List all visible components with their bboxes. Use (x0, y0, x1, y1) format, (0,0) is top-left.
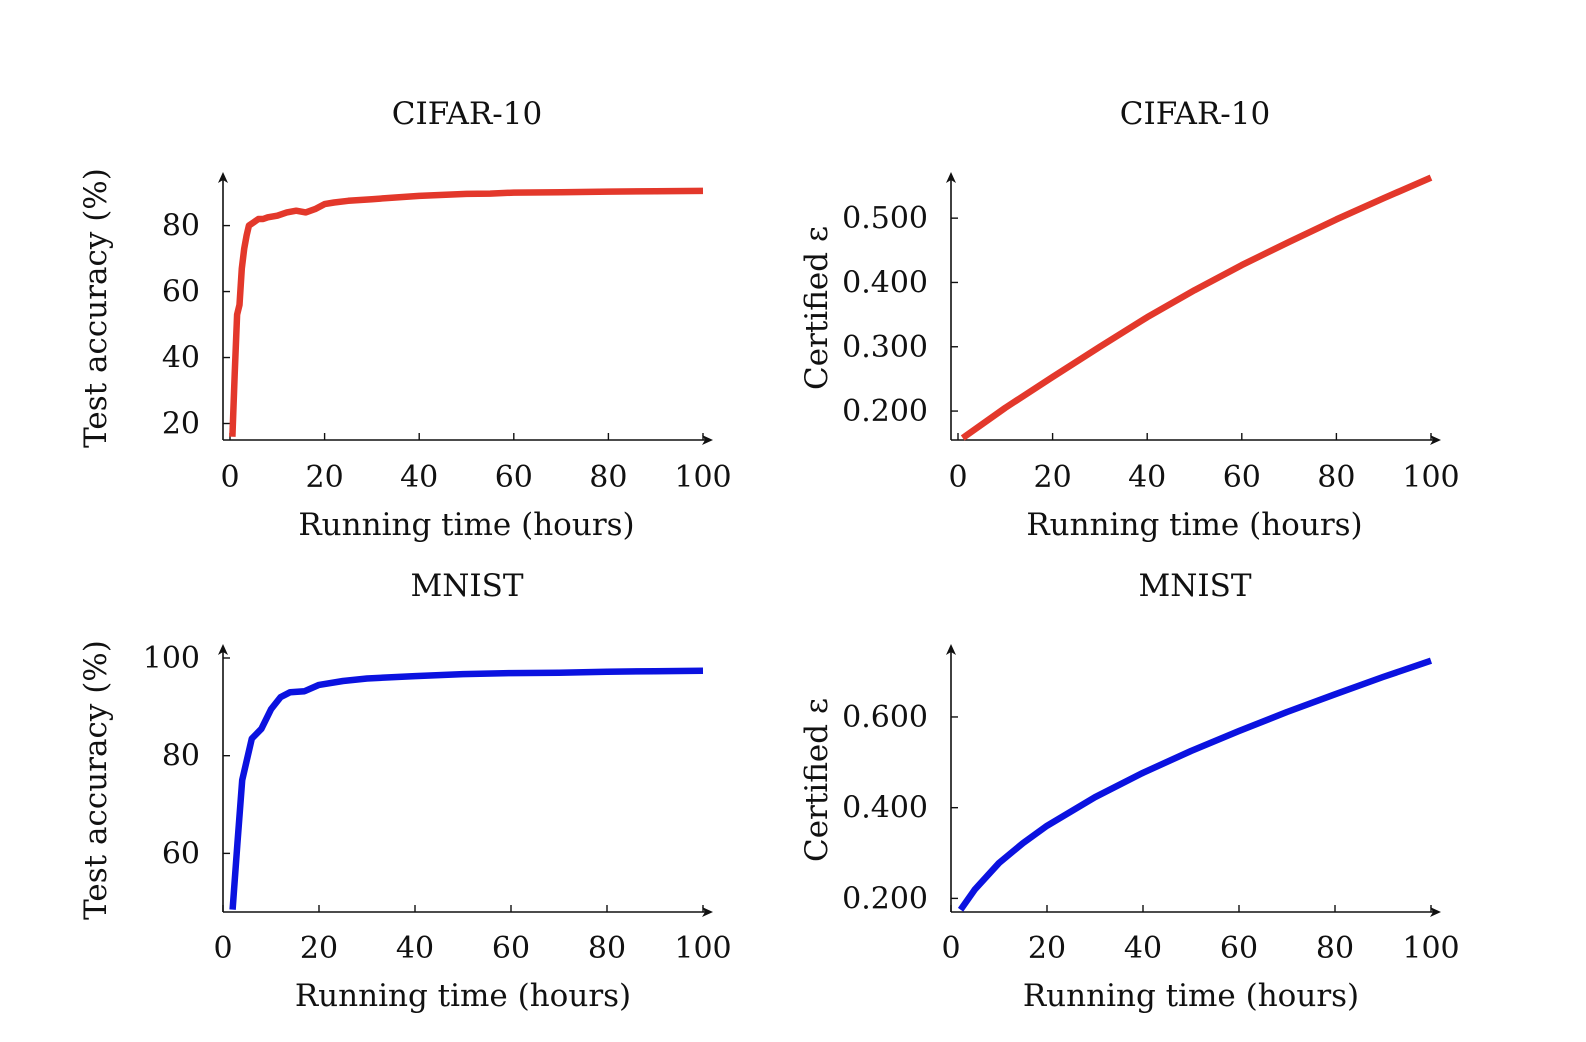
x-axis-label: Running time (hours) (1026, 507, 1362, 543)
y-axis-label: Certified ε (799, 226, 835, 390)
x-tick-label: 40 (1124, 931, 1162, 966)
x-tick-label: 80 (588, 931, 626, 966)
y-axis-arrow (218, 172, 228, 183)
x-axis-arrow (702, 435, 713, 445)
x-tick-label: 20 (300, 931, 338, 966)
x-tick-label: 60 (1220, 931, 1258, 966)
y-tick-label: 40 (162, 341, 200, 376)
y-axis-arrow (946, 172, 956, 183)
x-tick-label: 40 (400, 460, 438, 495)
y-tick-label: 80 (162, 739, 200, 774)
y-axis-label: Test accuracy (%) (78, 640, 114, 920)
x-tick-label: 80 (1316, 931, 1354, 966)
y-tick-label: 0.200 (842, 394, 928, 429)
x-tick-label: 60 (492, 931, 530, 966)
series-line-1 (960, 174, 1433, 441)
y-axis-arrow (946, 644, 956, 655)
y-tick-label: 0.300 (842, 330, 928, 365)
y-axis-label: Test accuracy (%) (78, 168, 114, 448)
x-tick-label: 40 (1128, 460, 1166, 495)
series-line-1 (957, 657, 1433, 912)
x-tick-label: 0 (213, 931, 232, 966)
chart-panel-1: CIFAR-10 0 20 40 60 80 100 20 40 60 80 Running time… (78, 96, 732, 543)
series-line-1 (229, 187, 704, 437)
x-tick-label: 0 (948, 460, 967, 495)
x-axis-arrow (702, 907, 713, 917)
x-tick-label: 20 (1034, 460, 1072, 495)
x-tick-label: 20 (306, 460, 344, 495)
x-tick-label: 100 (1402, 460, 1459, 495)
x-axis-label: Running time (hours) (298, 507, 634, 543)
x-tick-label: 80 (589, 460, 627, 495)
x-tick-label: 100 (674, 460, 731, 495)
y-tick-label: 20 (162, 407, 200, 442)
chart-panel-2: CIFAR-10 0 20 40 60 80 100 0.200 0.300 0.400 0.500… (799, 96, 1460, 543)
x-tick-label: 0 (941, 931, 960, 966)
x-tick-label: 40 (396, 931, 434, 966)
chart-title: CIFAR-10 (392, 96, 542, 132)
x-axis-label: Running time (hours) (1023, 978, 1359, 1014)
x-tick-label: 60 (495, 460, 533, 495)
chart-panel-3: MNIST 0 20 40 60 80 100 60 80 100 Running time (ho… (78, 568, 732, 1014)
x-tick-label: 100 (674, 931, 731, 966)
x-tick-label: 100 (1402, 931, 1459, 966)
x-tick-label: 80 (1317, 460, 1355, 495)
series-line-1 (229, 667, 704, 910)
y-tick-label: 0.400 (842, 791, 928, 826)
y-tick-label: 0.500 (842, 201, 928, 236)
y-tick-label: 60 (162, 275, 200, 310)
x-tick-label: 60 (1223, 460, 1261, 495)
x-tick-label: 0 (220, 460, 239, 495)
chart-title: CIFAR-10 (1120, 96, 1270, 132)
chart-title: MNIST (1138, 568, 1251, 604)
chart-panel-4: MNIST 0 20 40 60 80 100 0.200 0.400 0.600 Running … (799, 568, 1460, 1014)
y-axis-arrow (218, 644, 228, 655)
y-axis-label: Certified ε (799, 698, 835, 862)
y-tick-label: 0.200 (842, 881, 928, 916)
x-tick-label: 20 (1028, 931, 1066, 966)
y-tick-label: 80 (162, 209, 200, 244)
y-tick-label: 0.400 (842, 265, 928, 300)
x-axis-label: Running time (hours) (295, 978, 631, 1014)
x-axis-arrow (1430, 907, 1441, 917)
y-tick-label: 100 (143, 641, 200, 676)
y-tick-label: 60 (162, 836, 200, 871)
chart-title: MNIST (410, 568, 523, 604)
x-axis-arrow (1430, 435, 1441, 445)
y-tick-label: 0.600 (842, 700, 928, 735)
